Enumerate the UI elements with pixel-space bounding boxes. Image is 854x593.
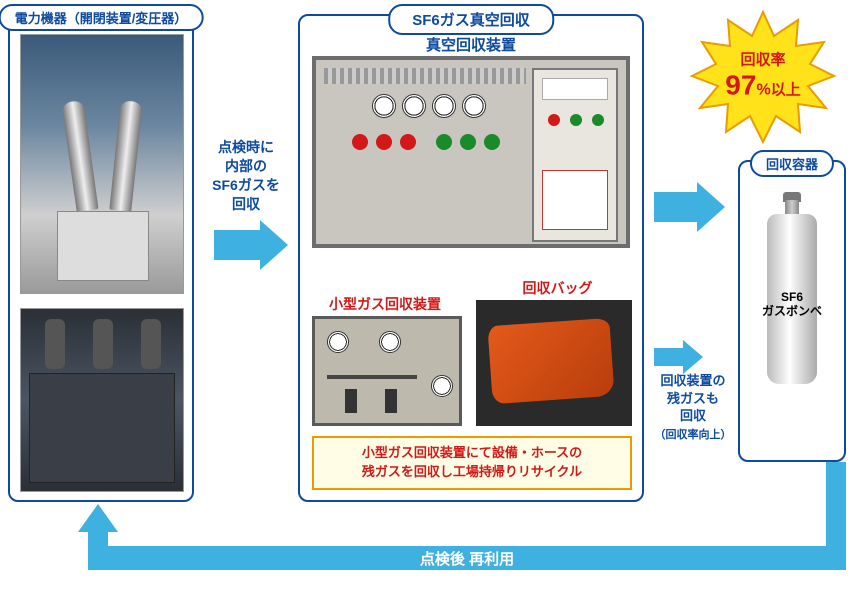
center-panel-title: SF6ガス真空回収 [388,4,554,35]
main-caption: 真空回収装置 [300,34,642,55]
recycle-note: 小型ガス回収装置にて設備・ホースの 残ガスを回収し工場持帰りリサイクル [312,436,632,490]
feedback-arrow-head [78,504,118,532]
right-panel-title: 回収容器 [750,150,834,177]
note-line1: 小型ガス回収装置にて設備・ホースの [362,445,582,460]
cylinder-label: SF6 ガスボンベ [740,290,844,319]
star-suffix: 以上 [771,82,801,99]
arrow1-line3: SF6ガスを [212,177,280,193]
starburst-text: 回収率 97%以上 [725,52,800,103]
arrow3-head [683,340,703,374]
cyl-line1: SF6 [781,290,803,304]
arrow2-head [697,182,725,232]
arrow1-text: 点検時に 内部の SF6ガスを 回収 [200,138,292,214]
star-line1: 回収率 [740,52,785,69]
star-big: 97 [725,70,756,101]
arrow2-body [654,192,698,222]
arrow3-body [654,348,684,366]
arrow3-line3: 回収 [680,408,706,423]
arrow3-text: 回収装置の 残ガスも 回収 （回収率向上） [650,372,736,442]
vacuum-recovery-device-image [312,56,630,248]
arrow1-line2: 内部の [225,158,267,174]
left-panel-title: 電力機器（開閉装置/変圧器） [0,4,203,31]
arrow1-line1: 点検時に [218,139,274,155]
arrow3-line1: 回収装置の [660,373,725,388]
star-pct: % [756,82,770,99]
feedback-vert-left [88,530,108,546]
note-line2: 残ガスを回収し工場持帰りリサイクル [362,464,582,479]
center-panel: SF6ガス真空回収 真空回収装置 小型ガス回収装置 回収バッグ [298,14,644,502]
recovery-rate-starburst: 回収率 97%以上 [688,8,838,148]
left-panel: 電力機器（開閉装置/変圧器） [8,14,194,502]
arrow1-head [260,220,288,270]
cyl-line2: ガスボンベ [762,304,822,318]
arrow1-line4: 回収 [232,196,260,212]
right-panel: 回収容器 SF6 ガスボンベ [738,160,846,462]
sub-caption-left: 小型ガス回収装置 [300,294,470,314]
sub-caption-right: 回収バッグ [480,278,635,298]
switchgear-image [20,34,184,294]
transformer-image [20,308,184,492]
feedback-bar: 点検後 再利用 [88,546,846,570]
arrow1-body [214,230,260,260]
feedback-bar-label: 点検後 再利用 [420,548,514,569]
small-recovery-device-image [312,316,462,426]
feedback-vert-right [826,462,846,546]
arrow3-line4: （回収率向上） [655,429,732,441]
recovery-bag-image [476,300,632,426]
arrow3-line2: 残ガスも [667,391,719,406]
